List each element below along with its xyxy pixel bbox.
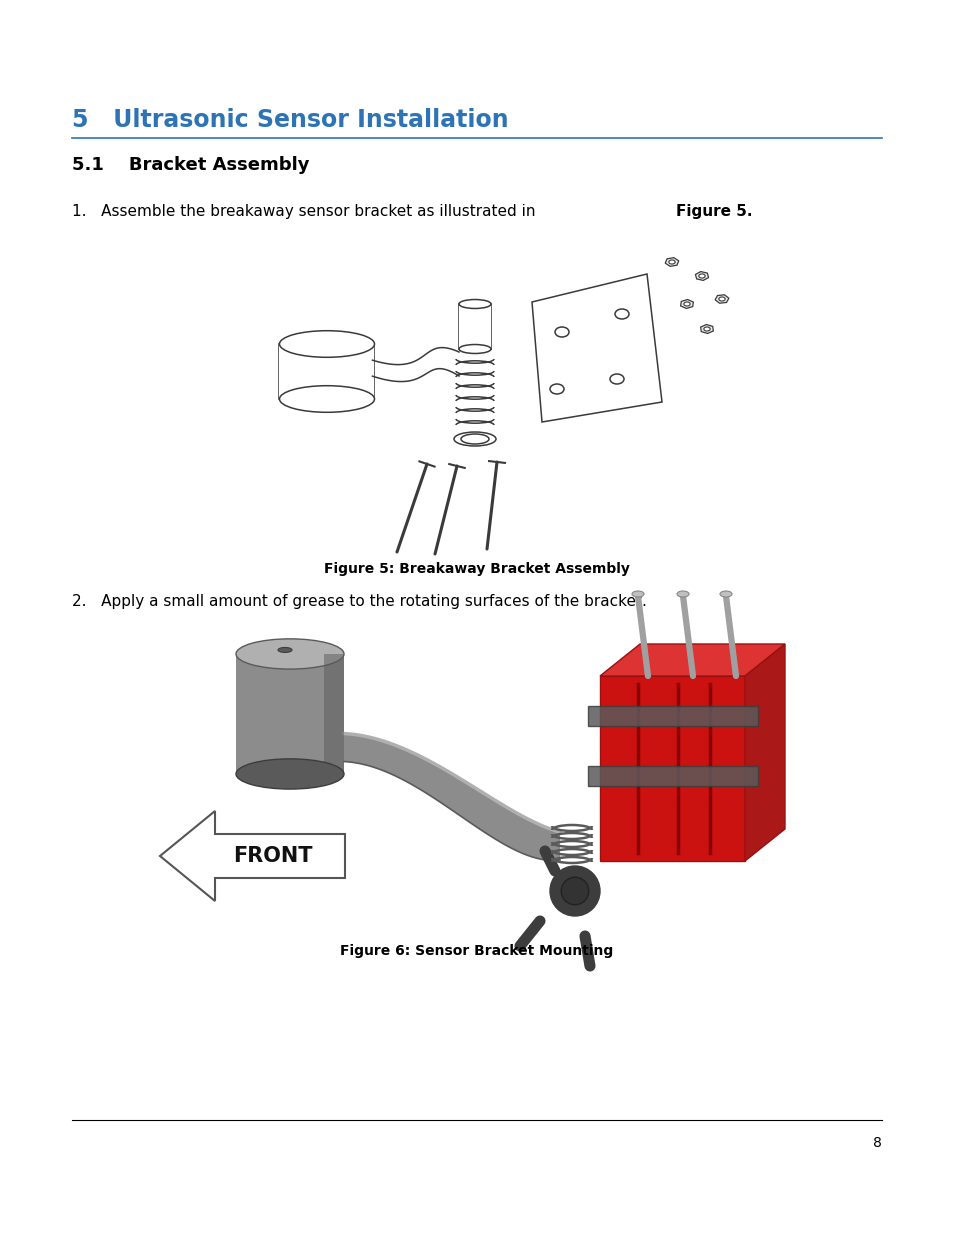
Ellipse shape (720, 592, 731, 597)
Text: 5.1    Bracket Assembly: 5.1 Bracket Assembly (71, 156, 309, 174)
Ellipse shape (609, 374, 623, 384)
Ellipse shape (458, 345, 491, 353)
Ellipse shape (615, 309, 628, 319)
Text: 8: 8 (872, 1136, 882, 1150)
Ellipse shape (454, 432, 496, 446)
Bar (587, 706, 758, 726)
Bar (279, 345, 375, 399)
Text: FRONT: FRONT (233, 846, 313, 866)
Polygon shape (599, 643, 784, 676)
Ellipse shape (235, 638, 344, 669)
Polygon shape (160, 811, 345, 902)
Bar (458, 304, 491, 350)
Polygon shape (744, 643, 784, 861)
Text: Figure 5: Breakaway Bracket Assembly: Figure 5: Breakaway Bracket Assembly (324, 562, 629, 576)
Ellipse shape (277, 647, 292, 652)
Polygon shape (344, 734, 559, 861)
Bar (324, 655, 344, 774)
Ellipse shape (719, 296, 724, 301)
Polygon shape (695, 272, 708, 280)
Text: 1.   Assemble the breakaway sensor bracket as illustrated in: 1. Assemble the breakaway sensor bracket… (71, 204, 539, 219)
Polygon shape (679, 300, 693, 309)
Ellipse shape (699, 274, 704, 278)
Text: Figure 6: Sensor Bracket Mounting: Figure 6: Sensor Bracket Mounting (340, 944, 613, 958)
Ellipse shape (235, 758, 344, 789)
Text: 5   Ultrasonic Sensor Installation: 5 Ultrasonic Sensor Installation (71, 107, 508, 132)
Ellipse shape (279, 385, 375, 412)
Text: 2.   Apply a small amount of grease to the rotating surfaces of the bracket.: 2. Apply a small amount of grease to the… (71, 594, 646, 609)
Text: Figure 5.: Figure 5. (676, 204, 752, 219)
Polygon shape (532, 274, 661, 422)
Bar (599, 676, 744, 861)
Ellipse shape (555, 327, 568, 337)
Polygon shape (715, 295, 728, 304)
Bar (235, 655, 344, 774)
Ellipse shape (279, 331, 375, 357)
Ellipse shape (550, 866, 599, 916)
Ellipse shape (631, 592, 643, 597)
Ellipse shape (683, 303, 689, 306)
Ellipse shape (460, 433, 489, 445)
Polygon shape (700, 325, 713, 333)
Polygon shape (664, 258, 678, 267)
Ellipse shape (677, 592, 688, 597)
Bar (587, 766, 758, 785)
Ellipse shape (560, 877, 588, 905)
Ellipse shape (668, 261, 675, 264)
Ellipse shape (458, 300, 491, 309)
Ellipse shape (703, 327, 709, 331)
Ellipse shape (550, 384, 563, 394)
